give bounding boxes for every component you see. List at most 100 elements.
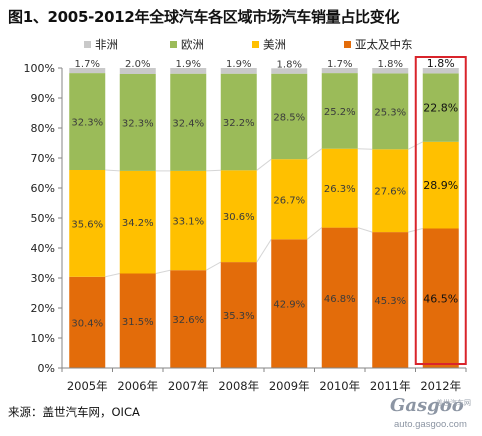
bar-8-2 — [422, 141, 459, 229]
bar-label-6-2: 26.3% — [324, 184, 356, 195]
watermark-logo: Gasgoo — [390, 395, 464, 416]
trend-line-2-6 — [357, 148, 373, 150]
trend-line-2-1 — [105, 169, 120, 172]
legend-label-3: 美洲 — [263, 38, 286, 52]
bars — [69, 68, 459, 368]
y-tick-label-10: 100% — [24, 62, 55, 75]
bar-label-3-1: 32.6% — [172, 315, 204, 326]
bar-6-4 — [321, 68, 358, 74]
bar-2-1 — [119, 273, 156, 368]
bar-label-2-4: 2.0% — [125, 59, 150, 70]
bar-5-1 — [271, 239, 308, 368]
bar-label-1-2: 35.6% — [71, 219, 103, 230]
bar-label-6-1: 46.8% — [324, 294, 356, 305]
trend-line-1-2 — [155, 269, 171, 274]
bar-3-4 — [170, 68, 207, 74]
trend-line-2-5 — [306, 148, 323, 160]
legend-swatch-1 — [84, 41, 91, 48]
x-tick-label-4: 2008年 — [218, 379, 259, 393]
bar-label-3-4: 1.9% — [176, 59, 201, 70]
bar-3-2 — [170, 170, 207, 271]
bar-2-4 — [119, 68, 156, 74]
highlight-box — [414, 56, 467, 365]
bar-label-7-2: 27.6% — [374, 187, 406, 198]
legend-label-4: 亚太及中东 — [355, 38, 413, 52]
trend-line-1-6 — [357, 227, 373, 233]
bar-label-5-4: 1.8% — [277, 59, 302, 70]
stacked-bar-chart: 非洲 欧洲 美洲 亚太及中东 0% 10% 20% 30% 40% 50% 60% 70% 80% 90… — [24, 38, 467, 393]
source-note: 来源：盖世汽车网，OICA — [8, 405, 140, 419]
bar-label-3-3: 32.4% — [172, 118, 204, 129]
bar-label-5-3: 28.5% — [273, 112, 305, 123]
bar-4-4 — [220, 68, 257, 74]
bar-5-2 — [271, 159, 308, 240]
bar-label-1-4: 1.7% — [75, 59, 100, 70]
bar-label-3-2: 33.1% — [172, 217, 204, 228]
x-tick-label-6: 2010年 — [319, 379, 360, 393]
x-tick-label-3: 2007年 — [168, 379, 209, 393]
trend-line-1-3 — [206, 261, 221, 271]
bar-4-3 — [220, 73, 257, 171]
bar-1-4 — [69, 68, 106, 74]
bar-3-3 — [170, 73, 207, 171]
bar-7-4 — [372, 68, 409, 74]
bar-1-2 — [69, 170, 106, 277]
legend-swatch-4 — [344, 41, 351, 48]
bar-2-2 — [119, 170, 156, 274]
bar-5-3 — [271, 73, 308, 160]
x-tick-label-2: 2006年 — [117, 379, 158, 393]
legend-swatch-2 — [170, 41, 177, 48]
highlight-rect — [414, 56, 467, 365]
y-tick-label-9: 90% — [31, 92, 55, 105]
bar-1-1 — [69, 276, 106, 368]
bar-6-1 — [321, 227, 358, 368]
trend-line-1-4 — [256, 239, 272, 263]
gasgoo-watermark: Gasgoo 盖世汽车网 auto.gasgoo.com — [372, 395, 480, 435]
bar-6-3 — [321, 73, 358, 149]
bar-6-2 — [321, 148, 358, 228]
bar-label-4-4: 1.9% — [226, 59, 251, 70]
watermark-url: auto.gasgoo.com — [394, 419, 467, 430]
trend-line-2-4 — [256, 158, 272, 171]
bar-label-4-1: 35.3% — [223, 311, 255, 322]
x-tick-label-8: 2012年 — [420, 379, 461, 393]
bar-8-1 — [422, 228, 459, 368]
bar-label-7-3: 25.3% — [374, 107, 406, 118]
y-tick-label-5: 50% — [31, 212, 55, 225]
bar-label-1-3: 32.3% — [71, 118, 103, 129]
bar-label-8-4: 1.8% — [427, 57, 455, 70]
trend-line-1-5 — [306, 227, 323, 240]
y-tick-label-2: 20% — [31, 302, 55, 315]
bar-1-3 — [69, 73, 106, 170]
x-tick-label-7: 2011年 — [370, 379, 411, 393]
y-tick-label-4: 40% — [31, 242, 55, 255]
bar-label-4-3: 32.2% — [223, 118, 255, 129]
bar-label-8-3: 22.8% — [423, 102, 458, 115]
legend-label-2: 欧洲 — [181, 38, 204, 52]
bar-label-7-1: 45.3% — [374, 296, 406, 307]
bar-label-2-1: 31.5% — [122, 317, 154, 328]
bar-label-5-2: 26.7% — [273, 195, 305, 206]
y-tick-label-1: 10% — [31, 332, 55, 345]
legend-swatch-3 — [252, 41, 259, 48]
y-tick-label-8: 80% — [31, 122, 55, 135]
bar-label-5-1: 42.9% — [273, 300, 305, 311]
bar-label-8-2: 28.9% — [423, 179, 458, 192]
bar-label-8-1: 46.5% — [423, 292, 458, 305]
y-axis: 0% 10% 20% 30% 40% 50% 60% 70% 80% 90% 100% — [24, 62, 63, 375]
x-axis: 2005年 2006年 2007年 2008年 2009年 2010年 2011年 2012年 — [61, 367, 467, 393]
bar-7-1 — [372, 232, 409, 368]
bar-8-3 — [422, 73, 459, 142]
x-tick-label-1: 2005年 — [67, 379, 108, 393]
bar-label-2-3: 32.3% — [122, 118, 154, 129]
watermark-cn: 盖世汽车网 — [436, 399, 471, 407]
bar-label-4-2: 30.6% — [223, 212, 255, 223]
bar-7-3 — [372, 73, 409, 150]
bar-labels: 30.4% 35.6% 32.3% 1.7% 31.5% 34.2% 32.3% 2.0% 32… — [71, 57, 458, 329]
legend: 非洲 欧洲 美洲 亚太及中东 — [84, 38, 413, 52]
trend-line-2-3 — [206, 169, 221, 172]
bar-label-6-3: 25.2% — [324, 107, 356, 118]
y-tick-label-0: 0% — [38, 362, 55, 375]
bar-label-7-4: 1.8% — [378, 59, 403, 70]
bar-4-1 — [220, 262, 257, 368]
